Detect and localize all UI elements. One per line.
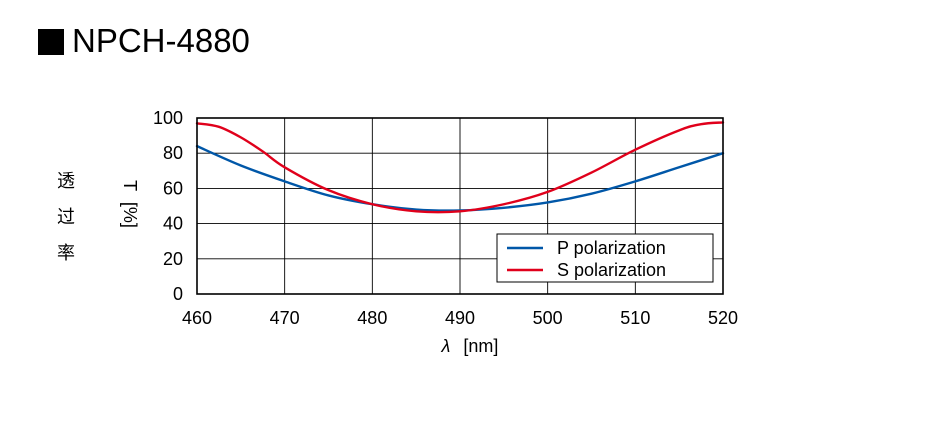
y-tick-labels: 0 20 40 60 80 100 <box>153 108 183 304</box>
y-tick-label-60: 60 <box>163 178 183 198</box>
x-tick-label-520: 520 <box>708 308 738 328</box>
series-layer <box>195 121 725 214</box>
legend-label-s-polarization: S polarization <box>557 260 666 280</box>
title-square-bullet <box>38 29 64 55</box>
x-tick-label-480: 480 <box>357 308 387 328</box>
x-axis-unit: [nm] <box>463 336 498 356</box>
x-tick-label-490: 490 <box>445 308 475 328</box>
side-label-char-3: 率 <box>57 243 75 264</box>
y-axis-unit: [%] <box>120 202 140 228</box>
side-label-char-2: 过 <box>57 207 75 228</box>
chart-title: NPCH-4880 <box>38 22 250 60</box>
grid-lines <box>197 118 723 294</box>
series-line-s-polarization <box>195 121 725 214</box>
x-tick-label-460: 460 <box>182 308 212 328</box>
legend-box <box>496 233 714 283</box>
x-axis-symbol: λ <box>441 336 451 356</box>
y-tick-label-80: 80 <box>163 143 183 163</box>
side-label-char-1: 透 <box>57 171 75 192</box>
x-tick-label-500: 500 <box>533 308 563 328</box>
legend-label-p-polarization: P polarization <box>557 238 666 258</box>
y-tick-label-0: 0 <box>173 284 183 304</box>
y-tick-label-40: 40 <box>163 214 183 234</box>
y-axis-symbol: T <box>120 180 140 191</box>
x-axis-label: λ [nm] <box>441 336 499 356</box>
x-tick-label-510: 510 <box>620 308 650 328</box>
y-axis-label: T [%] <box>120 180 140 228</box>
side-label: 透 过 率 <box>54 164 78 272</box>
legend: P polarization S polarization <box>496 233 714 283</box>
y-tick-label-100: 100 <box>153 108 183 128</box>
chart-title-text: NPCH-4880 <box>72 22 250 59</box>
x-tick-labels: 460 470 480 490 500 510 520 <box>182 308 738 328</box>
x-tick-label-470: 470 <box>270 308 300 328</box>
plot-frame <box>196 117 724 295</box>
y-tick-label-20: 20 <box>163 249 183 269</box>
